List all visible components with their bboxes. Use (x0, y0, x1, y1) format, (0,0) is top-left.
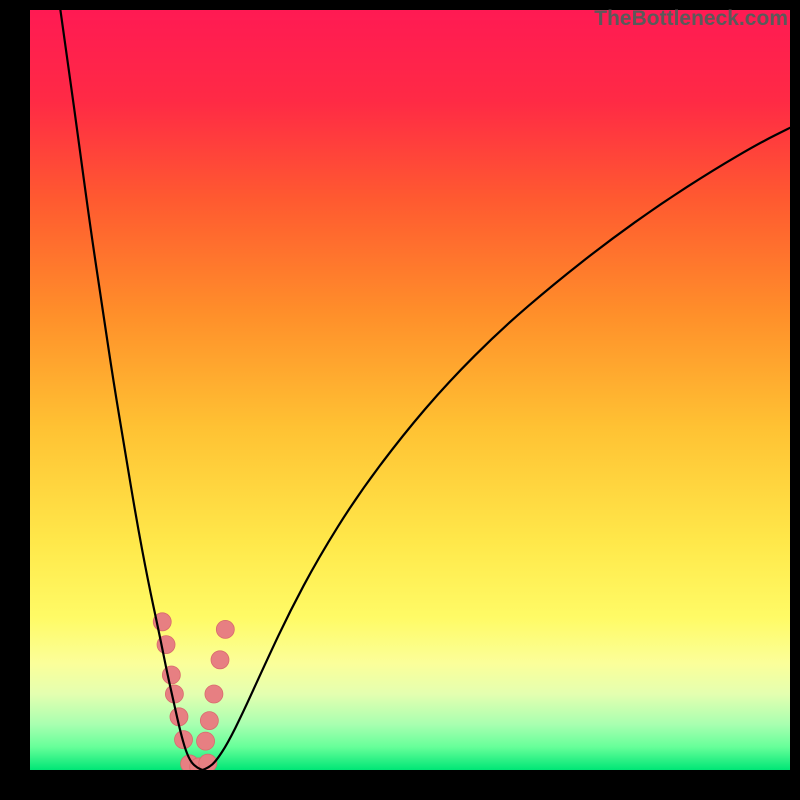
watermark-text: TheBottleneck.com (594, 7, 788, 31)
curve-layer (30, 10, 790, 770)
data-point-marker (197, 732, 215, 750)
curve-right (203, 128, 790, 770)
data-point-marker (211, 651, 229, 669)
data-point-marker (200, 712, 218, 730)
curve-left (60, 10, 202, 770)
plot-area (30, 10, 790, 770)
data-point-marker (205, 685, 223, 703)
data-point-marker (162, 666, 180, 684)
marker-group (153, 613, 234, 770)
chart-frame: TheBottleneck.com (0, 0, 800, 800)
data-point-marker (216, 620, 234, 638)
